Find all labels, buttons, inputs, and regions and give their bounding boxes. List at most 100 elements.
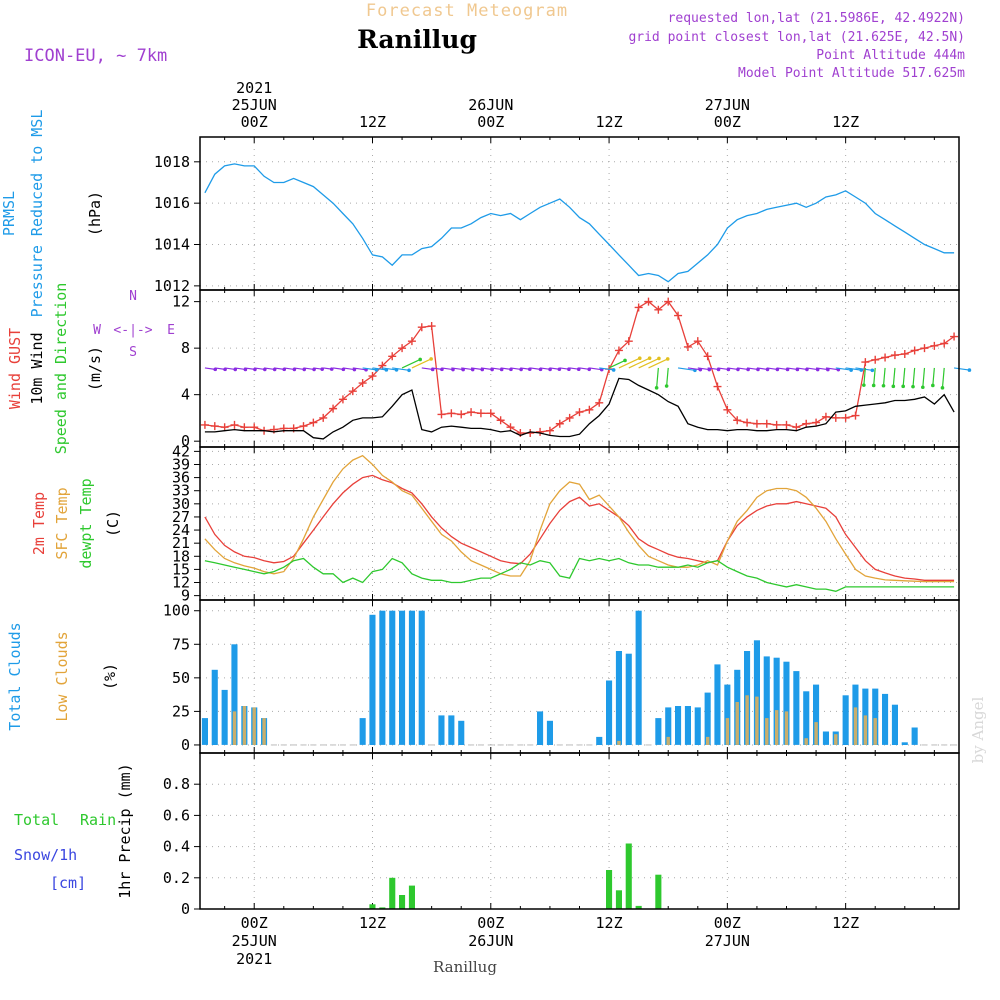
wind-arrow (411, 358, 432, 369)
clouds-bar (201, 718, 208, 745)
temperature-ytick-label: 9 (181, 587, 190, 605)
bottom-time-label: 12Z (832, 914, 859, 932)
app-title: Forecast Meteogram (366, 1, 568, 21)
wind-ytick-label: 8 (181, 339, 190, 357)
clouds-bar (231, 644, 238, 745)
gust-marker (210, 422, 219, 431)
clouds-bar (793, 671, 800, 745)
station-title: Ranillug (357, 25, 477, 54)
clouds-bar (804, 738, 808, 745)
wind-arrow-head (418, 357, 422, 362)
bottom-time-label: 25JUN (232, 932, 277, 950)
wind-arrow (825, 367, 839, 371)
wind-arrow-head (320, 367, 324, 371)
wind-arrow-head (921, 385, 925, 390)
gust-marker (703, 352, 712, 361)
clouds-panel: 0 25 50 75 100 Total Clouds Low Clouds (%) (6, 599, 960, 754)
plot-layer: 1012 1014 1016 1018 PRMSL Pressure Reduced to… (0, 79, 972, 968)
compass-arrows: <-|-> (113, 323, 152, 338)
clouds-bar (379, 610, 386, 745)
top-time-label: 00Z (477, 113, 504, 131)
clouds-bar (418, 610, 425, 745)
clouds-bar (438, 715, 445, 745)
wind-arrow-head (967, 368, 972, 372)
wind-arrow (863, 367, 866, 386)
clouds-bar (221, 689, 228, 745)
wind-arrow-head (665, 357, 670, 361)
clouds-bar (694, 707, 701, 745)
gust-marker (733, 416, 742, 425)
wind-arrow (352, 367, 367, 371)
gust-marker (920, 344, 929, 353)
gust-marker (614, 346, 623, 355)
wind-arrow (746, 367, 759, 371)
clouds-bar (813, 684, 820, 745)
gust-marker (368, 372, 377, 381)
wind-arrow (608, 359, 626, 369)
temperature-ytick-label: 27 (172, 508, 190, 526)
clouds-bar (755, 696, 759, 745)
clouds-bar (882, 693, 889, 745)
wind-ytick-label: 12 (172, 293, 190, 311)
pressure-side-label: PRMSL (0, 191, 18, 236)
clouds-bar (211, 669, 218, 745)
wind-arrow (656, 367, 659, 388)
clouds-bar (666, 736, 670, 745)
wind-arrow (382, 367, 397, 371)
clouds-bar (359, 718, 366, 745)
clouds-bar (901, 742, 908, 745)
wind-arrow (599, 367, 614, 371)
gust-marker (871, 355, 880, 364)
gust-marker (664, 297, 673, 306)
wind-arrow (941, 367, 945, 388)
clouds-bar (615, 651, 622, 745)
wind-arrow-head (623, 358, 627, 363)
wind-arrow-head (931, 383, 935, 388)
wind-arrow (697, 367, 710, 371)
temperature-ytick-label: 21 (172, 534, 190, 552)
precip-cm-label: [cm] (50, 874, 86, 892)
bottom-time-label: 27JUN (705, 932, 750, 950)
precip-rain-label: Rain (80, 811, 116, 829)
wind-arrow (234, 367, 246, 371)
top-time-label: 27JUN (705, 96, 750, 114)
clouds-bar (834, 734, 838, 745)
precip-bar (625, 843, 632, 909)
wind-arrow-head (664, 384, 669, 388)
clouds-ytick-label: 75 (172, 635, 190, 653)
gust-marker (683, 342, 692, 351)
top-time-label: 12Z (832, 113, 859, 131)
temperature-series-line (204, 474, 955, 581)
gust-marker (329, 404, 338, 413)
gust-marker (309, 418, 318, 427)
temperature-frame (199, 446, 960, 601)
top-time-label: 00Z (714, 113, 741, 131)
precip-frame (199, 752, 960, 910)
wind-arrow (882, 367, 886, 386)
gust-marker (890, 351, 899, 360)
pressure-ytick-label: 1014 (154, 236, 190, 254)
clouds-bar (753, 640, 760, 745)
gust-marker (674, 311, 683, 320)
temperature-series-line (204, 454, 955, 583)
clouds-bar (735, 702, 739, 745)
temperature-ytick-label: 18 (172, 547, 190, 565)
gust-marker (476, 409, 485, 418)
gust-marker (762, 419, 771, 428)
wind-arrow (717, 367, 729, 371)
clouds-bar (665, 707, 672, 745)
gust-marker (831, 413, 840, 422)
wind-arrow-head (862, 383, 866, 387)
gust-marker (713, 382, 722, 391)
gust-marker (437, 410, 446, 419)
wind-arrow-head (654, 386, 659, 390)
wind-arrow-head (429, 357, 433, 361)
gust-marker (506, 423, 515, 432)
wind-arrow (648, 358, 668, 369)
clouds-bar (606, 680, 613, 745)
temperature-ytick-label: 39 (172, 455, 190, 473)
bottom-time-label: 00Z (714, 914, 741, 932)
clouds-bar (617, 740, 621, 745)
clouds-bar (763, 656, 770, 745)
